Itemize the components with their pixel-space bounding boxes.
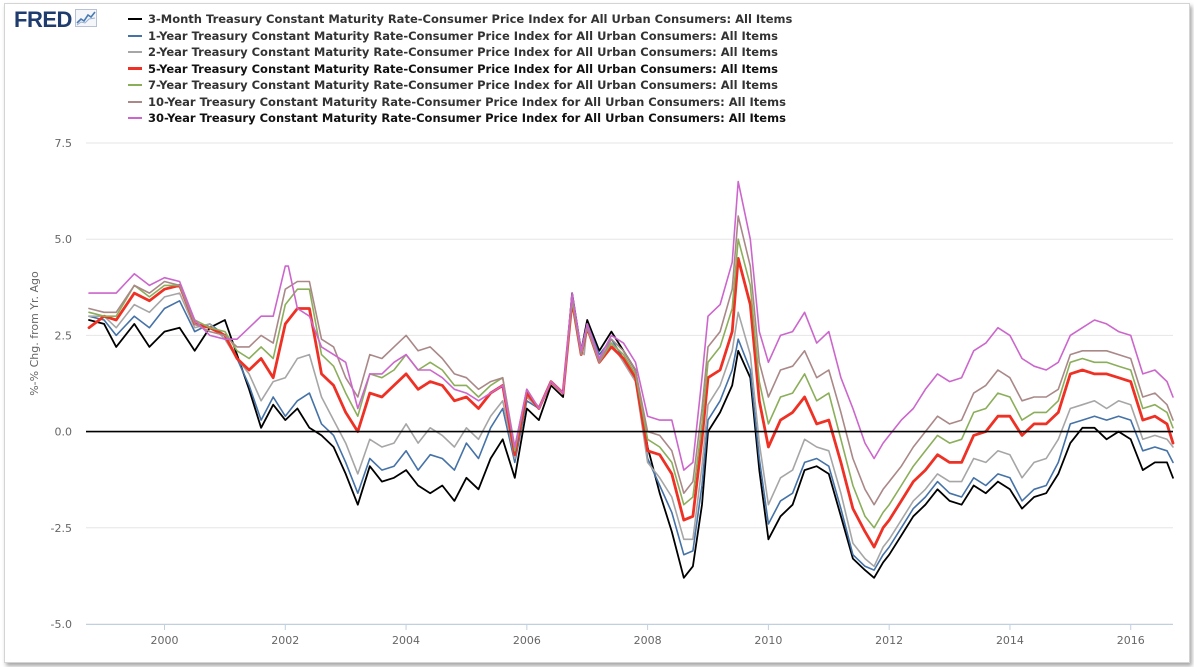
y-tick-label: -2.5 <box>51 522 72 535</box>
chart-line-icon <box>74 8 97 32</box>
legend-label: 7-Year Treasury Constant Maturity Rate-C… <box>148 78 778 93</box>
x-tick-label: 2012 <box>875 634 903 647</box>
legend-item[interactable]: 7-Year Treasury Constant Maturity Rate-C… <box>128 77 792 94</box>
y-tick-label: 5.0 <box>55 233 73 246</box>
y-tick-label: 0.0 <box>55 426 73 439</box>
legend-item[interactable]: 2-Year Treasury Constant Maturity Rate-C… <box>128 44 792 61</box>
legend-item[interactable]: 1-Year Treasury Constant Maturity Rate-C… <box>128 28 792 45</box>
series-line-3 <box>87 256 1175 549</box>
legend-item[interactable]: 30-Year Treasury Constant Maturity Rate-… <box>128 110 792 127</box>
legend-label: 1-Year Treasury Constant Maturity Rate-C… <box>148 28 778 43</box>
x-tick-label: 2014 <box>996 634 1024 647</box>
fred-logo[interactable]: FRED <box>14 7 97 32</box>
legend-label: 3-Month Treasury Constant Maturity Rate-… <box>148 12 793 27</box>
x-tick-label: 2010 <box>754 634 782 647</box>
x-tick-label: 2000 <box>151 634 179 647</box>
y-tick-label: 7.5 <box>55 137 73 150</box>
series-line-2 <box>88 292 1174 568</box>
fred-logo-text: FRED <box>14 7 72 32</box>
legend-swatch <box>128 51 142 54</box>
y-tick-label: -5.0 <box>51 618 72 631</box>
legend-swatch <box>128 18 142 21</box>
legend-item[interactable]: 10-Year Treasury Constant Maturity Rate-… <box>128 94 792 111</box>
x-tick-label: 2004 <box>392 634 420 647</box>
y-tick-label: 2.5 <box>55 329 73 342</box>
legend-swatch <box>128 100 142 103</box>
legend-label: 2-Year Treasury Constant Maturity Rate-C… <box>148 45 778 60</box>
legend-swatch <box>128 34 142 37</box>
series-line-1 <box>88 296 1174 571</box>
series-line-0 <box>88 292 1174 579</box>
y-axis-title: %-% Chg. from Yr. Ago <box>28 271 41 396</box>
legend-swatch <box>128 84 142 87</box>
legend-swatch <box>128 117 142 120</box>
chart-frame <box>4 3 1190 663</box>
x-tick-label: 2016 <box>1117 634 1145 647</box>
legend-label: 10-Year Treasury Constant Maturity Rate-… <box>148 94 786 109</box>
legend-item[interactable]: 3-Month Treasury Constant Maturity Rate-… <box>128 11 792 28</box>
chart-legend: 3-Month Treasury Constant Maturity Rate-… <box>128 11 792 127</box>
series-line-6 <box>88 180 1174 471</box>
series-line-4 <box>88 238 1174 529</box>
series-line-5 <box>88 215 1174 506</box>
legend-item[interactable]: 5-Year Treasury Constant Maturity Rate-C… <box>128 61 792 78</box>
x-tick-label: 2006 <box>513 634 541 647</box>
x-tick-label: 2008 <box>634 634 662 647</box>
x-tick-label: 2002 <box>271 634 299 647</box>
legend-label: 30-Year Treasury Constant Maturity Rate-… <box>148 111 786 126</box>
legend-swatch <box>128 67 142 71</box>
legend-label: 5-Year Treasury Constant Maturity Rate-C… <box>148 61 778 76</box>
